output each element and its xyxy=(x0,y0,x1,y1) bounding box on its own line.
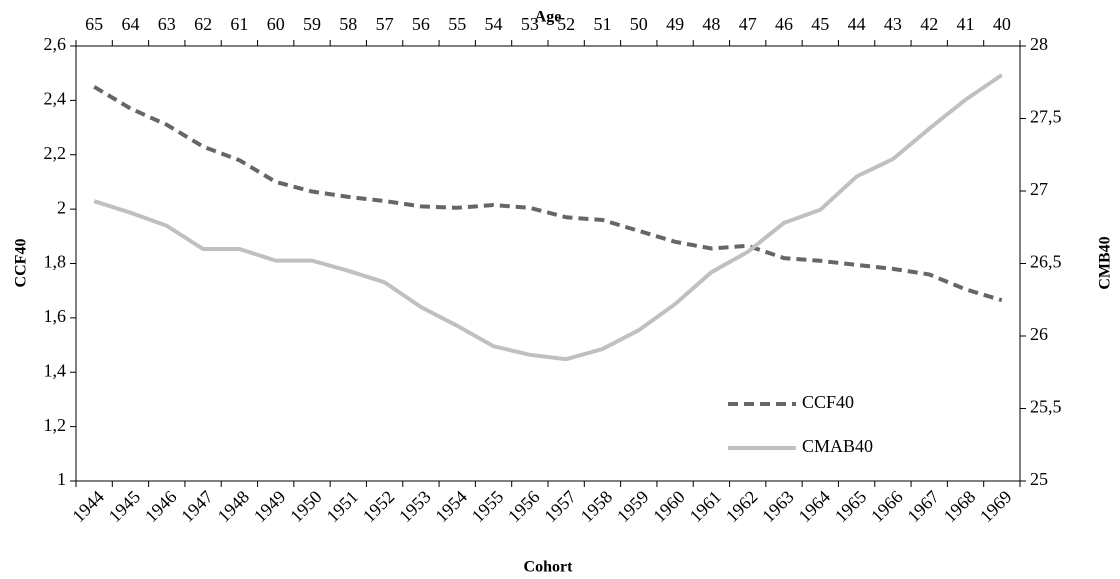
y-axis-title: CCF40 xyxy=(13,239,30,288)
x-tick-label: 1948 xyxy=(214,487,254,527)
y-tick-label: 1,8 xyxy=(44,252,67,272)
x2-tick-label: 50 xyxy=(630,14,648,34)
x-tick-label: 1950 xyxy=(286,487,326,527)
y-tick-label: 1,2 xyxy=(44,415,67,435)
x2-tick-label: 58 xyxy=(339,14,357,34)
x-tick-label: 1960 xyxy=(649,487,689,527)
x-tick-label: 1967 xyxy=(903,487,943,527)
x2-axis-title: Age xyxy=(535,9,562,26)
x2-tick-label: 57 xyxy=(376,14,394,34)
x-tick-label: 1955 xyxy=(468,487,508,527)
x-tick-label: 1964 xyxy=(794,487,834,527)
x-tick-label: 1969 xyxy=(976,487,1016,527)
y-tick-label: 2,2 xyxy=(44,143,67,163)
x2-tick-label: 47 xyxy=(739,14,757,34)
y2-tick-label: 27 xyxy=(1030,179,1048,199)
x2-tick-label: 49 xyxy=(666,14,684,34)
x-tick-label: 1945 xyxy=(105,487,145,527)
x-axis-title: Cohort xyxy=(524,559,574,576)
x2-tick-label: 63 xyxy=(158,14,176,34)
x-tick-label: 1961 xyxy=(686,487,726,527)
y2-tick-label: 26 xyxy=(1030,324,1048,344)
y2-tick-label: 27,5 xyxy=(1030,107,1062,127)
series-line xyxy=(93,85,1003,303)
y-tick-label: 1,6 xyxy=(44,306,67,326)
x2-tick-label: 65 xyxy=(85,14,103,34)
y2-tick-label: 25 xyxy=(1030,469,1048,489)
x-tick-label: 1965 xyxy=(831,487,871,527)
x-tick-label: 1949 xyxy=(250,487,290,527)
x2-tick-label: 42 xyxy=(920,14,938,34)
x2-tick-label: 53 xyxy=(521,14,539,34)
x-tick-label: 1953 xyxy=(395,487,435,527)
x2-tick-label: 40 xyxy=(993,14,1011,34)
x2-tick-label: 56 xyxy=(412,14,430,34)
x-tick-label: 1959 xyxy=(613,487,653,527)
x-tick-label: 1946 xyxy=(141,487,181,527)
x-tick-label: 1968 xyxy=(940,487,980,527)
y-tick-label: 1,4 xyxy=(44,360,67,380)
x2-tick-label: 64 xyxy=(121,14,139,34)
x2-tick-label: 61 xyxy=(230,14,248,34)
x-tick-label: 1947 xyxy=(177,487,217,527)
x2-tick-label: 48 xyxy=(702,14,720,34)
y-tick-label: 2,4 xyxy=(44,89,67,109)
x2-tick-label: 45 xyxy=(811,14,829,34)
y2-axis-title: CMB40 xyxy=(1097,236,1114,289)
x2-tick-label: 41 xyxy=(957,14,975,34)
x-tick-label: 1957 xyxy=(540,487,580,527)
x2-tick-label: 60 xyxy=(267,14,285,34)
x2-tick-label: 44 xyxy=(848,14,866,34)
x2-tick-label: 46 xyxy=(775,14,793,34)
x2-tick-label: 59 xyxy=(303,14,321,34)
x-tick-label: 1962 xyxy=(722,487,762,527)
y2-tick-label: 28 xyxy=(1030,34,1048,54)
x-tick-label: 1966 xyxy=(867,487,907,527)
x-tick-label: 1951 xyxy=(322,487,362,527)
series-line xyxy=(93,73,1003,362)
x2-tick-label: 55 xyxy=(448,14,466,34)
x-tick-label: 1944 xyxy=(68,487,108,527)
y-tick-label: 2 xyxy=(57,197,66,217)
x-tick-label: 1956 xyxy=(504,487,544,527)
x-tick-label: 1952 xyxy=(359,487,399,527)
legend-label: CCF40 xyxy=(802,392,854,412)
x2-tick-label: 54 xyxy=(485,14,503,34)
x-tick-label: 1963 xyxy=(758,487,798,527)
x-tick-label: 1954 xyxy=(431,487,471,527)
x2-tick-label: 43 xyxy=(884,14,902,34)
x2-tick-label: 62 xyxy=(194,14,212,34)
y2-tick-label: 25,5 xyxy=(1030,397,1062,417)
legend-label: CMAB40 xyxy=(802,436,873,456)
plot-frame xyxy=(75,45,1021,482)
y2-tick-label: 26,5 xyxy=(1030,252,1062,272)
y-tick-label: 1 xyxy=(57,469,66,489)
y-tick-label: 2,6 xyxy=(44,34,67,54)
x-tick-label: 1958 xyxy=(577,487,617,527)
x2-tick-label: 51 xyxy=(593,14,611,34)
x2-tick-label: 52 xyxy=(557,14,575,34)
